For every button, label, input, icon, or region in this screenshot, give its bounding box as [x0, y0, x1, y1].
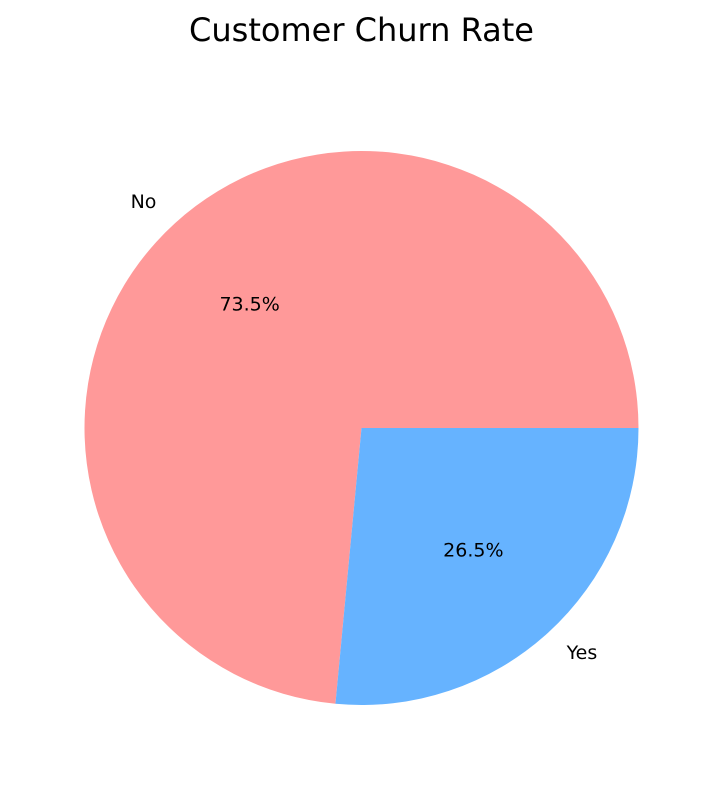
- slice-label-yes: Yes: [566, 642, 598, 664]
- pie-slice-yes: [335, 428, 639, 705]
- slice-value-no: 73.5%: [219, 294, 279, 316]
- pie-labels: No 73.5% Yes 26.5%: [131, 191, 598, 664]
- slice-label-no: No: [131, 191, 157, 213]
- slice-value-yes: 26.5%: [443, 539, 503, 561]
- pie-slice-no: [84, 151, 639, 704]
- chart-title: Customer Churn Rate: [189, 11, 534, 49]
- pie-slices: [84, 151, 639, 705]
